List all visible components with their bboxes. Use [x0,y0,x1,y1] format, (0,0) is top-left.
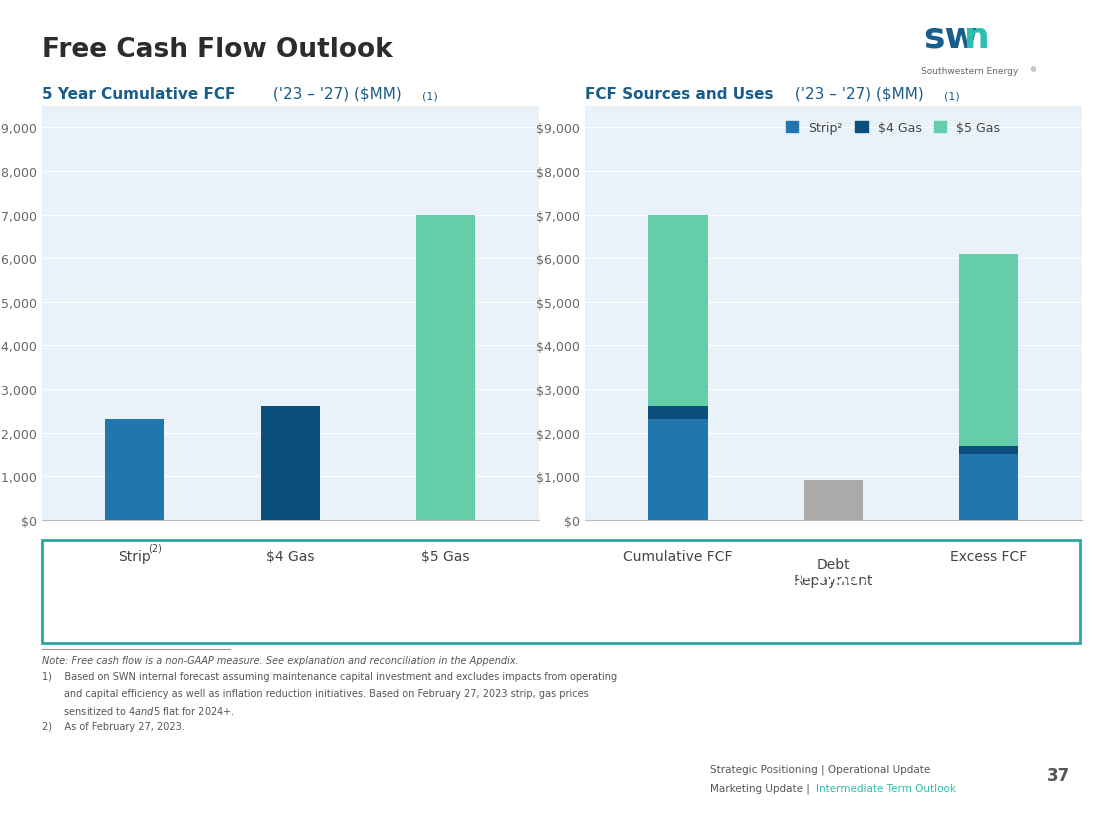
Bar [960,455,1019,520]
Text: $5 Gas: $5 Gas [422,549,470,563]
Bar [648,215,707,407]
Text: Intermediate Term Outlook: Intermediate Term Outlook [816,783,956,793]
Legend: Strip², $4 Gas, $5 Gas: Strip², $4 Gas, $5 Gas [780,117,1006,140]
Text: Southwestern Energy: Southwestern Energy [921,67,1019,76]
Text: (1): (1) [944,92,960,102]
Text: Strip: Strip [118,549,151,563]
Text: Strategic Positioning | Operational Update: Strategic Positioning | Operational Upda… [710,763,931,774]
Bar [960,255,1019,446]
Text: sw: sw [924,20,978,54]
Bar [803,481,863,520]
Text: n: n [964,20,990,54]
Text: $4 Gas: $4 Gas [266,549,315,563]
Text: Excess FCF: Excess FCF [950,549,1027,563]
Text: 2)    As of February 27, 2023.: 2) As of February 27, 2023. [42,721,185,731]
Bar [648,407,707,420]
Text: Note: Free cash flow is a non-GAAP measure. See explanation and reconciliation i: Note: Free cash flow is a non-GAAP measu… [42,655,518,665]
Bar [105,420,164,520]
Bar [960,446,1019,455]
Text: (1): (1) [422,92,437,102]
Text: 5 Year Cumulative FCF: 5 Year Cumulative FCF [42,87,235,102]
Text: Clear pathway to achieving debt target range of $3.5 – $3.0B;: Clear pathway to achieving debt target r… [255,565,867,588]
Text: ('23 – '27) ($MM): ('23 – '27) ($MM) [268,87,401,102]
Bar [648,420,707,520]
Text: sensitized to $4 and $5 flat for 2024+.: sensitized to $4 and $5 flat for 2024+. [42,704,235,717]
Text: Marketing Update |: Marketing Update | [710,782,813,793]
Text: and capital efficiency as well as inflation reduction initiatives. Based on Febr: and capital efficiency as well as inflat… [42,688,588,698]
Text: ('23 – '27) ($MM): ('23 – '27) ($MM) [790,87,924,102]
Text: Free Cash Flow Outlook: Free Cash Flow Outlook [42,37,392,63]
Text: 37: 37 [1047,766,1070,784]
Text: Cumulative FCF: Cumulative FCF [623,549,732,563]
Text: 1)    Based on SWN internal forecast assuming maintenance capital investment and: 1) Based on SWN internal forecast assumi… [42,672,616,681]
Text: FCF Sources and Uses: FCF Sources and Uses [585,87,773,102]
Text: excess free cash flow available to return to shareholders: excess free cash flow available to retur… [259,604,862,624]
Text: ®: ® [1030,67,1037,73]
Text: (2): (2) [148,543,162,553]
Bar [260,407,320,520]
Bar [416,215,475,520]
Text: Debt
Repayment: Debt Repayment [794,557,873,587]
